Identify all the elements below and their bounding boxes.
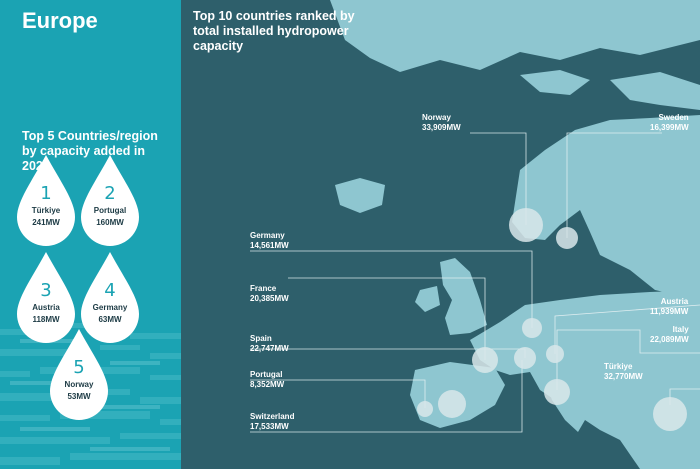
drop-shape [17,155,75,246]
sidebar-subtitle: Top 5 Countries/region by capacity added… [22,129,158,173]
label-spain: Spain 22,747MW [250,334,289,353]
bubble-italy [544,379,570,405]
label-italy: Italy 22,089MW [650,325,689,344]
rank-country: Germany [92,303,128,312]
label-germany: Germany 14,561MW [250,231,289,250]
rank-country: Türkiye [31,206,61,215]
rank-country: Norway [64,380,94,389]
bubble-turkiye [653,397,687,431]
rank-number: 5 [73,357,85,378]
rank-number: 4 [104,280,116,301]
drop-shape [81,155,139,246]
rank-number: 1 [40,183,52,204]
rank-drop-4: 4 Germany 63MW [79,250,141,346]
bubble-spain [438,390,466,418]
rank-value: 160MW [96,218,124,227]
rank-number: 2 [104,183,116,204]
rank-value: 63MW [98,315,122,324]
rank-drop-3: 3 Austria 118MW [15,250,77,346]
label-switzerland: Switzerland 17,533MW [250,412,295,431]
drop-shape [17,252,75,343]
map-title: Top 10 countries ranked by total install… [193,9,355,53]
label-portugal: Portugal 8,352MW [250,370,285,389]
rank-value: 53MW [67,392,91,401]
label-austria: Austria 11,939MW [650,297,689,316]
drop-shape [50,329,108,420]
label-norway: Norway 33,909MW [422,113,461,132]
rank-drop-5: 5 Norway 53MW [48,327,110,423]
label-turkiye: Türkiye 32,770MW [604,362,643,381]
bubble-switzerland [514,347,536,369]
bubble-sweden [556,227,578,249]
rank-drop-1: 1 Türkiye 241MW [15,153,77,249]
rank-drop-2: 2 Portugal 160MW [79,153,141,249]
rank-value: 118MW [32,315,60,324]
capacity-bubbles [417,208,687,431]
bubble-austria [546,345,564,363]
rank-country: Portugal [93,206,127,215]
label-france: France 20,385MW [250,284,289,303]
drop-shape [81,252,139,343]
bubble-portugal [417,401,433,417]
region-title: Europe [22,8,98,33]
bubble-germany [522,318,542,338]
europe-map [181,0,700,469]
rank-country: Austria [32,303,60,312]
bubble-norway [509,208,543,242]
bubble-france [472,347,498,373]
label-sweden: Sweden 16,399MW [650,113,689,132]
rank-number: 3 [40,280,52,301]
rank-value: 241MW [32,218,60,227]
